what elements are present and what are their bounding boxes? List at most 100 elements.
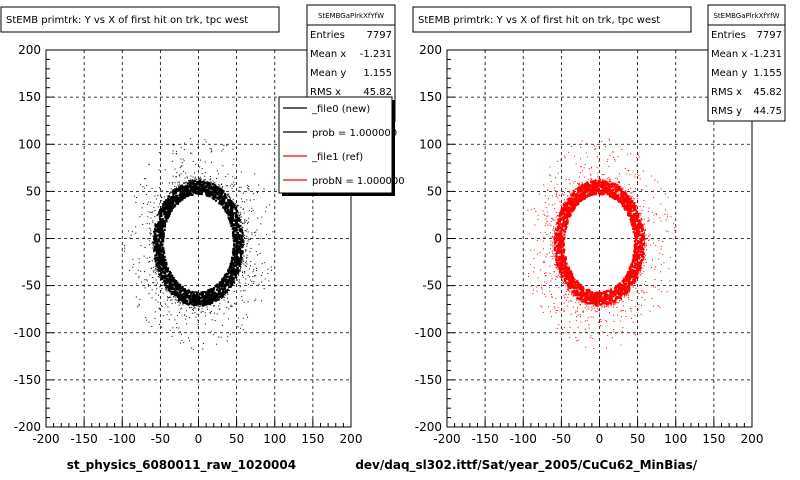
scatter-point (590, 181, 592, 183)
scatter-point (219, 308, 221, 310)
scatter-point (144, 279, 146, 281)
scatter-point (235, 236, 238, 239)
scatter-point (153, 249, 156, 252)
scatter-point (621, 286, 624, 289)
scatter-point (185, 290, 188, 293)
scatter-point (644, 255, 646, 257)
scatter-point (631, 217, 634, 220)
scatter-point (221, 279, 224, 282)
scatter-point (569, 336, 571, 338)
scatter-point (156, 270, 158, 272)
scatter-point (152, 242, 154, 244)
scatter-point (586, 143, 588, 145)
scatter-point (184, 172, 186, 174)
scatter-point (256, 229, 258, 231)
scatter-point (149, 256, 151, 258)
scatter-point (170, 296, 172, 298)
scatter-point (159, 241, 162, 244)
scatter-point (618, 181, 620, 183)
scatter-point (556, 160, 558, 162)
scatter-point (235, 216, 238, 219)
scatter-point (170, 192, 172, 194)
scatter-point (178, 304, 180, 306)
scatter-point (594, 191, 597, 194)
scatter-point (173, 197, 176, 200)
scatter-point (204, 139, 206, 141)
scatter-point (607, 184, 611, 187)
scatter-point (190, 347, 192, 349)
scatter-point (540, 269, 542, 271)
scatter-point (211, 190, 214, 193)
scatter-point (601, 140, 603, 142)
scatter-point (138, 275, 140, 277)
scatter-point (210, 178, 212, 180)
scatter-point (554, 243, 556, 245)
scatter-point (566, 204, 569, 207)
scatter-point (202, 310, 204, 312)
scatter-point (155, 273, 157, 275)
scatter-point (198, 302, 202, 306)
scatter-point (639, 242, 642, 245)
scatter-point (173, 281, 176, 284)
scatter-point (227, 294, 229, 296)
scatter-point (559, 201, 561, 203)
scatter-point (201, 296, 204, 299)
scatter-point (237, 217, 241, 220)
scatter-point (579, 185, 581, 187)
scatter-point (582, 312, 584, 314)
scatter-point (152, 231, 154, 233)
scatter-point (243, 241, 245, 243)
scatter-point (242, 222, 244, 224)
scatter-point (204, 315, 206, 317)
scatter-point (218, 184, 220, 186)
scatter-point (573, 190, 575, 192)
scatter-point (229, 285, 232, 288)
scatter-point (161, 306, 163, 308)
scatter-point (550, 220, 552, 222)
scatter-point (559, 231, 562, 234)
scatter-point (634, 258, 637, 261)
scatter-point (181, 302, 183, 304)
scatter-point (563, 199, 565, 201)
scatter-point (219, 189, 222, 192)
scatter-point (229, 211, 232, 215)
scatter-point (255, 267, 257, 269)
scatter-point (552, 219, 554, 221)
scatter-point (226, 194, 228, 196)
scatter-point (263, 188, 265, 190)
scatter-point (232, 235, 235, 238)
scatter-point (155, 250, 158, 253)
scatter-point (238, 213, 240, 215)
scatter-point (562, 249, 565, 252)
scatter-point (654, 266, 656, 268)
scatter-point (563, 230, 566, 233)
scatter-point (234, 259, 237, 262)
scatter-point (214, 320, 216, 322)
scatter-point (653, 196, 655, 198)
scatter-point (563, 266, 566, 269)
scatter-point (150, 217, 152, 219)
scatter-point (170, 209, 173, 212)
scatter-point (175, 201, 178, 204)
scatter-point (549, 166, 551, 168)
scatter-point (556, 215, 558, 217)
scatter-point (653, 242, 655, 244)
stats-value: -1.231 (360, 49, 392, 60)
scatter-point (626, 286, 629, 289)
scatter-point (612, 188, 615, 191)
scatter-point (138, 262, 140, 264)
scatter-point (644, 241, 646, 243)
scatter-point (154, 242, 157, 245)
scatter-point (220, 336, 222, 338)
scatter-point (229, 196, 231, 198)
scatter-point (168, 319, 170, 321)
scatter-point (241, 324, 243, 326)
scatter-point (156, 258, 159, 262)
scatter-point (226, 288, 230, 291)
scatter-point (223, 206, 226, 209)
scatter-point (229, 262, 232, 266)
scatter-point (135, 273, 137, 275)
scatter-point (630, 153, 632, 155)
scatter-point (161, 277, 164, 280)
scatter-point (152, 235, 154, 237)
